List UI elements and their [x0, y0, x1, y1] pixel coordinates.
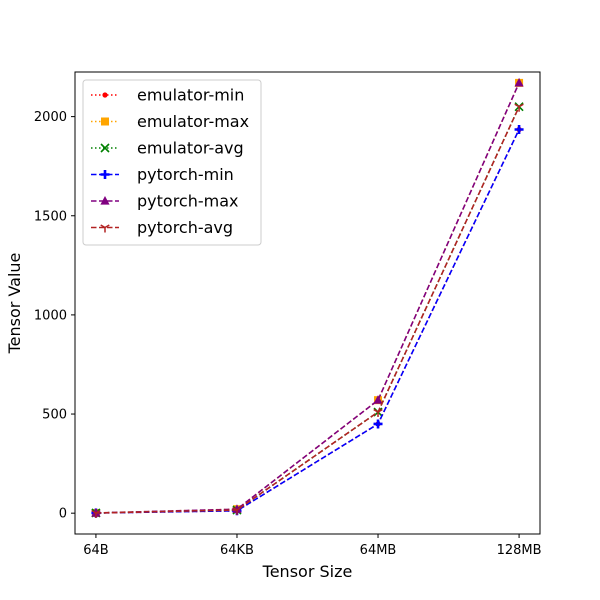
legend-marker [100, 170, 110, 179]
legend-label: pytorch-avg [137, 218, 233, 237]
data-point-pytorch-avg [91, 509, 101, 518]
x-tick-label: 64KB [220, 543, 254, 558]
legend-marker [101, 117, 109, 126]
data-point-pytorch-avg [514, 103, 524, 112]
y-axis: 0 500 1000 1500 2000 [34, 110, 75, 522]
legend-marker [100, 196, 110, 205]
data-point-pytorch-avg [373, 408, 383, 418]
legend-marker [102, 92, 108, 98]
series-pytorch-avg [91, 103, 524, 518]
x-axis-label: Tensor Size [262, 562, 353, 581]
axes-frame [74, 71, 541, 535]
x-tick-label: 64B [83, 543, 108, 558]
legend-marker [100, 143, 110, 153]
plot-area [91, 77, 524, 518]
legend-entry-emulator-avg: emulator-avg [91, 139, 244, 158]
data-point-pytorch-min [373, 419, 383, 429]
legend-label: emulator-min [137, 86, 244, 105]
y-tick-label: 500 [42, 408, 67, 423]
legend-box [82, 79, 262, 246]
legend-marker [100, 224, 110, 233]
legend-entry-pytorch-max: pytorch-max [91, 192, 238, 211]
legend-entry-pytorch-avg: pytorch-avg [91, 218, 233, 237]
series-line-pytorch-max [95, 82, 520, 514]
data-point-pytorch-min [514, 125, 524, 135]
legend-label: pytorch-min [137, 165, 234, 184]
legend-entry-emulator-min: emulator-min [91, 86, 244, 105]
legend-entry-pytorch-min: pytorch-min [91, 165, 234, 184]
y-tick-label: 2000 [34, 110, 67, 125]
y-tick-label: 1000 [34, 308, 67, 323]
y-axis-label: Tensor Value [5, 253, 24, 355]
y-tick-label: 1500 [34, 209, 67, 224]
x-tick-label: 128MB [497, 543, 542, 558]
y-tick-label: 0 [59, 507, 67, 522]
series-line-pytorch-avg [95, 106, 520, 514]
legend-entry-emulator-max: emulator-max [91, 112, 249, 131]
legend-label: emulator-max [137, 112, 249, 131]
data-point-pytorch-max [514, 77, 524, 87]
x-tick-label: 64MB [360, 543, 397, 558]
legend-label: pytorch-max [137, 192, 238, 211]
x-axis: 64B 64KB 64MB 128MB [83, 534, 542, 558]
data-point-pytorch-max [373, 395, 383, 404]
data-point-pytorch-avg [232, 506, 242, 516]
legend-label: emulator-avg [137, 139, 244, 158]
legend: emulator-min emulator-max emulator-avg pyto… [82, 79, 262, 246]
